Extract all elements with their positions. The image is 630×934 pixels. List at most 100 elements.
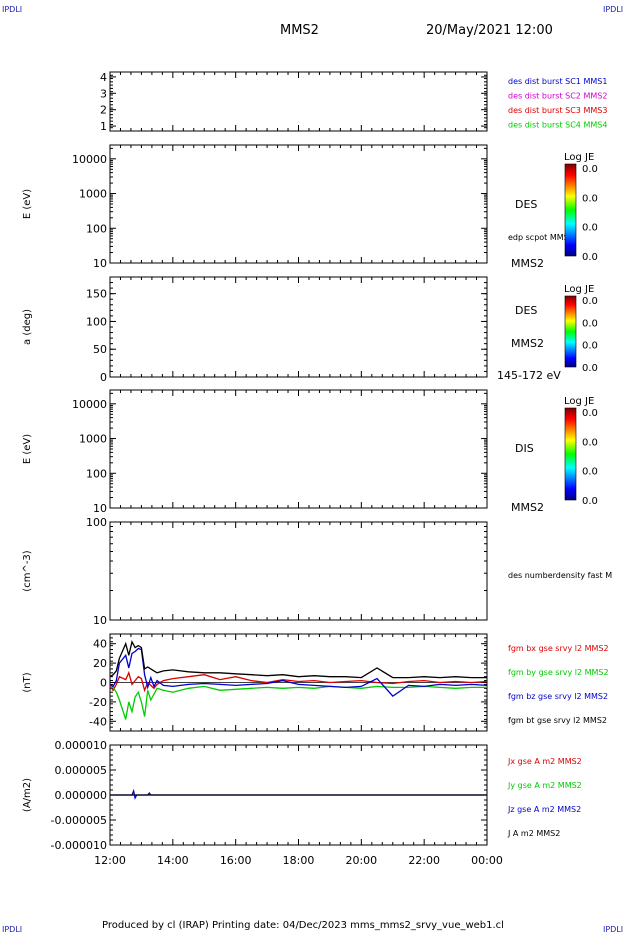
y-tick-label: 0: [100, 371, 107, 384]
x-tick-label: 16:00: [220, 854, 252, 867]
legend-entry: des dist burst SC2 MMS2: [508, 92, 607, 101]
date-title: 20/May/2021 12:00: [426, 23, 553, 38]
panel-frame: [109, 389, 488, 509]
panel-sc-indicator: 1 2 3 4 des dist burst SC1 MMS1 des dist burs…: [100, 71, 607, 133]
panel-magnetic-field: -40 -20 0 20 40 (nT) fgm bx gse srvy l2 MMS2 fg…: [22, 633, 609, 732]
legend-entry: fgm bz gse srvy l2 MMS2: [508, 692, 608, 701]
legend-entry: fgm by gse srvy l2 MMS2: [508, 668, 609, 677]
y-tick-label: 4: [100, 71, 107, 84]
y-tick-label: 0.000000: [55, 789, 108, 802]
corner-label-top-right: IPDLI: [603, 5, 623, 14]
y-tick-label: 3: [100, 87, 107, 100]
legend-entry: fgm bx gse srvy l2 MMS2: [508, 644, 609, 653]
y-tick-label: 0.000010: [55, 739, 108, 752]
footer-credit: Produced by cl (IRAP) Printing date: 04/…: [102, 920, 504, 931]
y-axis-label: (cm^-3): [22, 550, 33, 591]
legend-entry: Jy gse A m2 MMS2: [507, 781, 582, 790]
y-tick-label: 10000: [72, 153, 107, 166]
series-line-3: [109, 639, 487, 679]
colorbar-title: Log JE: [564, 396, 594, 407]
colorbar-title: Log JE: [564, 152, 594, 163]
y-tick-label: 100: [86, 315, 107, 328]
y-tick-label: 10: [93, 502, 107, 515]
y-tick-label: 100: [86, 222, 107, 235]
legend-entry: des dist burst SC1 MMS1: [508, 77, 607, 86]
colorbar: [564, 295, 577, 368]
y-tick-label: 10000: [72, 398, 107, 411]
colorbar-tick-label: 0.0: [582, 252, 598, 263]
colorbar-tick-label: 0.0: [582, 363, 598, 374]
y-tick-label: 100: [86, 467, 107, 480]
y-axis-label: (A/m2): [22, 778, 33, 812]
y-tick-label: 0.000005: [55, 764, 108, 777]
y-tick-label: -40: [89, 715, 107, 728]
legend-entry: Jx gse A m2 MMS2: [507, 757, 582, 766]
side-label: MMS2: [511, 501, 544, 514]
y-tick-label: 10: [93, 257, 107, 270]
colorbar-tick-label: 0.0: [582, 193, 598, 204]
y-tick-label: 100: [86, 516, 107, 529]
corner-label-bottom-right: IPDLI: [603, 925, 623, 934]
panel-des-energy: 10 100 1000 10000 E (eV) edp scpot MMS2 DES MMS…: [22, 144, 598, 270]
colorbar-tick-label: 0.0: [582, 467, 598, 478]
y-tick-label: 20: [93, 657, 107, 670]
legend-entry: des dist burst SC4 MMS4: [508, 121, 607, 130]
colorbar-tick-label: 0.0: [582, 496, 598, 507]
x-tick-label: 12:00: [94, 854, 126, 867]
y-tick-label: 2: [100, 104, 107, 117]
colorbar-tick-label: 0.0: [582, 164, 598, 175]
panel-current-density: -0.000010 -0.000005 0.000000 0.000005 0.0000…: [22, 739, 582, 867]
legend-entry: des dist burst SC3 MMS3: [508, 106, 607, 115]
x-tick-label: 20:00: [345, 854, 377, 867]
legend-entry: edp scpot MMS2: [508, 233, 574, 242]
y-tick-label: 0: [100, 677, 107, 690]
y-tick-label: 1: [100, 120, 107, 133]
colorbar-tick-label: 0.0: [582, 408, 598, 419]
x-tick-label: 18:00: [283, 854, 315, 867]
y-tick-label: 1000: [79, 433, 107, 446]
side-label: DIS: [515, 442, 534, 455]
legend-entry: fgm bt gse srvy l2 MMS2: [508, 716, 607, 725]
y-tick-label: -0.000010: [51, 839, 107, 852]
colorbar: [564, 407, 577, 501]
y-axis-label: (nT): [22, 672, 33, 692]
y-axis-label: a (deg): [22, 309, 33, 345]
panel-frame: [109, 276, 488, 378]
colorbar-title: Log JE: [564, 284, 594, 295]
legend-entry: Jz gse A m2 MMS2: [507, 805, 581, 814]
y-tick-label: -0.000005: [51, 814, 107, 827]
panel-frame: [109, 144, 488, 264]
corner-label-bottom-left: IPDLI: [2, 925, 22, 934]
y-tick-label: 1000: [79, 188, 107, 201]
colorbar-tick-label: 0.0: [582, 437, 598, 448]
colorbar-tick-label: 0.0: [582, 341, 598, 352]
series-line-2: [109, 647, 488, 697]
panel-density: 10 100 (cm^-3) des numberdensity fast M: [22, 516, 612, 627]
x-tick-label: 14:00: [157, 854, 189, 867]
x-tick-label: 00:00: [471, 854, 503, 867]
panels-group: 1 2 3 4 des dist burst SC1 MMS1 des dist burs…: [22, 71, 612, 867]
panel-frame: [109, 521, 488, 621]
colorbar-tick-label: 0.0: [582, 223, 598, 234]
colorbar-tick-label: 0.0: [582, 318, 598, 329]
side-label: MMS2: [511, 337, 544, 350]
side-label: DES: [515, 198, 537, 211]
legend-entry: J A m2 MMS2: [507, 829, 560, 838]
y-axis-label: E (eV): [22, 189, 33, 219]
y-axis-label: E (eV): [22, 434, 33, 464]
y-tick-label: 40: [93, 638, 107, 651]
colorbar: [564, 163, 577, 257]
legend-entry: des numberdensity fast M: [508, 571, 612, 580]
side-label: 145-172 eV: [497, 369, 561, 382]
colorbar-tick-label: 0.0: [582, 296, 598, 307]
y-tick-label: 50: [93, 343, 107, 356]
y-tick-label: 150: [86, 288, 107, 301]
y-tick-label: -20: [89, 696, 107, 709]
side-label: MMS2: [511, 257, 544, 270]
spacecraft-title: MMS2: [280, 23, 319, 38]
series-line-1: [109, 683, 487, 720]
panel-frame: [109, 71, 488, 132]
